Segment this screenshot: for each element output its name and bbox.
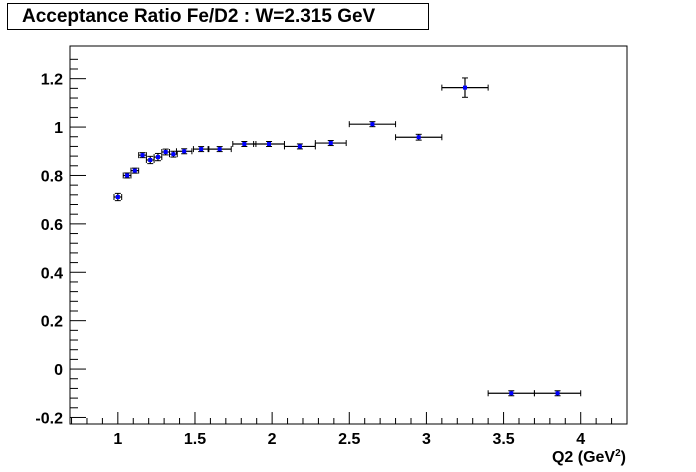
x-axis-label: Q2 (GeV2) (552, 448, 626, 466)
data-point (395, 133, 443, 141)
data-point (314, 140, 347, 147)
chart-title: Acceptance Ratio Fe/D2 : W=2.315 GeV (7, 3, 429, 30)
point-marker (267, 142, 272, 147)
y-tick-label: 0.8 (41, 168, 63, 185)
point-marker (140, 153, 145, 158)
data-point (283, 143, 316, 150)
y-tick-label: 0.2 (41, 314, 63, 331)
y-tick-label: 0 (54, 362, 63, 379)
point-marker (297, 144, 302, 149)
point-marker (509, 391, 514, 396)
data-point (138, 152, 147, 159)
point-marker (155, 155, 160, 160)
point-marker (217, 147, 222, 152)
point-marker (125, 173, 130, 178)
plot-frame (69, 45, 628, 425)
data-point (122, 172, 132, 179)
point-marker (462, 85, 467, 90)
y-tick-label: 0.6 (41, 217, 63, 234)
point-marker (370, 122, 375, 127)
y-tick-label: 1.2 (41, 72, 63, 89)
data-point (169, 150, 178, 158)
data-point (207, 146, 232, 153)
point-marker (148, 157, 153, 162)
point-marker (115, 195, 120, 200)
data-point (130, 167, 140, 174)
data-point (192, 146, 210, 153)
data-point (161, 148, 171, 156)
y-tick-label: 1 (54, 120, 63, 137)
x-tick-label: 1.5 (184, 431, 206, 448)
point-marker (182, 149, 187, 154)
point-marker (555, 391, 560, 396)
point-marker (242, 142, 247, 147)
y-tick-label: -0.2 (35, 410, 63, 427)
data-point (113, 192, 123, 202)
point-marker (328, 141, 333, 146)
point-marker (171, 152, 176, 157)
data-point (153, 152, 163, 162)
point-marker (199, 147, 204, 152)
y-tick-label: 0.4 (41, 265, 63, 282)
data-point (348, 121, 397, 128)
point-marker (132, 168, 137, 173)
x-tick-label: 2.5 (338, 431, 360, 448)
data-point (487, 390, 535, 397)
point-marker (416, 135, 421, 140)
x-tick-label: 4 (576, 431, 585, 448)
data-point (232, 141, 257, 148)
x-tick-label: 3.5 (492, 431, 514, 448)
x-tick-label: 1 (113, 431, 122, 448)
data-point (533, 390, 582, 397)
data-point (441, 77, 489, 98)
data-point (253, 141, 285, 148)
data-point (175, 148, 193, 155)
data-point (145, 155, 155, 165)
x-tick-label: 3 (422, 431, 431, 448)
point-marker (163, 149, 168, 154)
x-tick-label: 2 (268, 431, 277, 448)
